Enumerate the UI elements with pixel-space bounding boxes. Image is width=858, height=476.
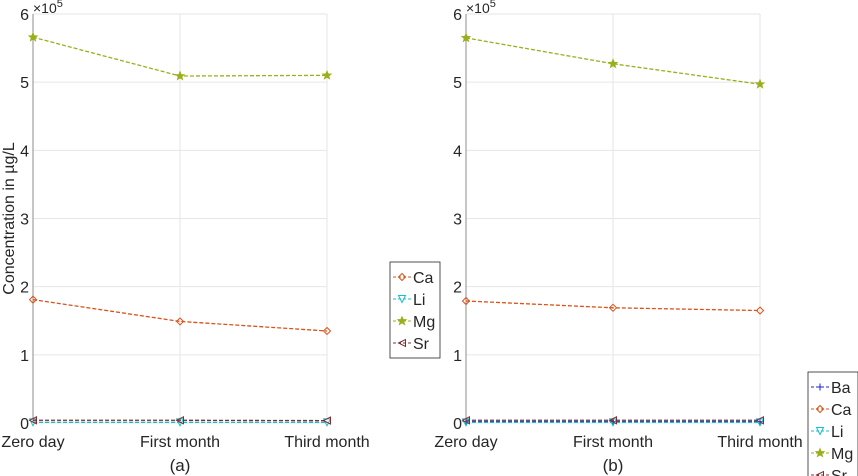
x-tick-label: Third month [717,434,802,451]
y-exponent: 5 [490,0,496,10]
y-tick-label: 5 [453,75,462,92]
y-tick-label: 3 [453,212,462,229]
data-point [754,78,766,89]
y-tick-label: 1 [453,348,462,365]
y-exponent: 5 [57,0,63,10]
data-point [755,306,765,315]
data-point [321,69,333,80]
legend-label: Mg [413,314,435,331]
data-point [816,383,824,391]
x-tick-label: Zero day [434,434,497,451]
panel-caption: (a) [170,456,191,475]
legend-label: Mg [831,446,853,463]
chart-a: 0 1 2 3 4 5 6 Zero day First month Third month ×10… [1,0,441,475]
data-point [322,416,331,425]
y-axis-label: Concentration in µg/L [1,142,18,295]
series-line-Mg [465,37,761,85]
data-point [396,315,408,326]
chart-b: 0 1 2 3 4 5 6 Zero day First month Third month ×10… [434,0,858,476]
data-point [28,415,37,425]
data-point [397,295,407,304]
y-tick-label: 1 [20,348,29,365]
x-tick-label: Zero day [1,434,64,451]
data-point [175,317,185,326]
legend: Ba Ca Li Mg Sr [807,371,858,476]
legend-box [389,261,441,359]
data-point [28,295,38,304]
data-point [397,272,407,282]
data-point [815,427,825,436]
y-tick-label: 0 [453,416,462,433]
legend-label: Li [831,424,843,441]
y-tick-label: 3 [20,212,29,229]
legend-label: Sr [413,336,430,353]
x-tick-label: Third month [284,434,369,451]
data-point [607,58,619,69]
data-point [814,447,826,458]
y-tick-label: 4 [20,143,29,160]
data-point [608,415,617,425]
legend-label: Ba [831,380,851,397]
legend-label: Sr [831,468,848,476]
y-tick-label: 6 [453,7,462,24]
x-tick-label: First month [140,434,220,451]
x-tick-label: First month [573,434,653,451]
legend-label: Li [413,292,425,309]
y-exponent-label: ×105 [466,0,496,16]
series-line-Ca [32,298,328,332]
legend-label: Ca [831,402,852,419]
data-point [322,326,332,336]
data-point [397,338,406,348]
y-tick-label: 4 [453,143,462,160]
data-point [175,415,184,425]
data-point [460,32,472,43]
y-tick-label: 5 [20,75,29,92]
panel-caption: (b) [603,456,624,475]
legend-label: Ca [413,270,434,287]
y-tick-label: 0 [20,416,29,433]
series-line-Ca [465,300,761,312]
data-point [815,470,824,476]
data-point [174,70,186,81]
legend-box [807,371,858,476]
y-tick-label: 2 [20,280,29,297]
legend: Ca Li Mg Sr [389,261,441,359]
data-point [608,303,618,313]
data-point [755,415,764,425]
data-point [461,296,471,306]
y-tick-label: 2 [453,280,462,297]
data-point [815,404,825,414]
y-tick-label: 6 [20,7,29,24]
data-point [27,31,39,42]
data-point [461,415,470,425]
y-exponent-label: ×105 [33,0,63,16]
